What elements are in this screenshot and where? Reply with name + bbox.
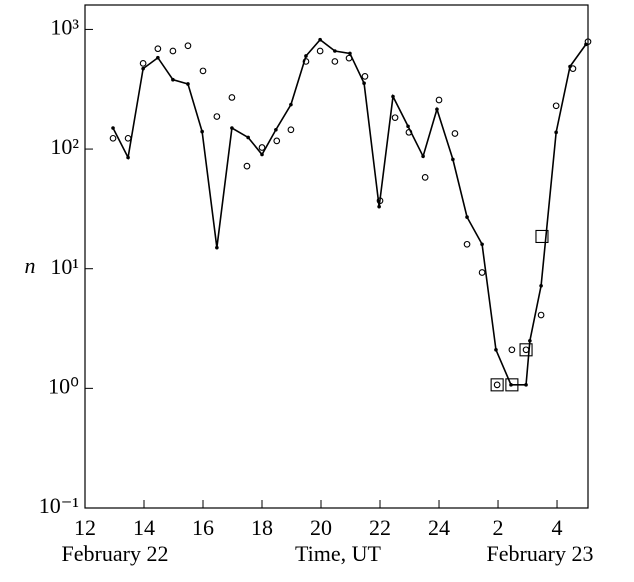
circle-marker: [243, 162, 251, 170]
line-dot: [377, 204, 381, 209]
circle-marker: [199, 67, 207, 75]
circle-marker: [302, 58, 310, 65]
line-dot: [126, 155, 130, 160]
y-tick-label: 10³: [50, 14, 79, 39]
circle-marker: [184, 42, 192, 50]
circle-marker: [522, 346, 530, 354]
circle-marker: [345, 54, 353, 62]
line-dot: [289, 102, 293, 107]
circle-marker: [331, 58, 339, 65]
line-dot: [215, 245, 219, 250]
circle-marker: [273, 137, 281, 145]
line-dot: [539, 283, 543, 288]
line-dot: [509, 383, 513, 387]
circle-marker: [124, 134, 132, 142]
line-dot: [554, 130, 558, 135]
line-dot: [141, 66, 145, 71]
circle-marker: [376, 197, 384, 205]
square-marker: [505, 378, 519, 392]
line-dot: [156, 55, 160, 60]
y-axis-label: n: [25, 253, 36, 278]
x-tick-label: 16: [192, 515, 214, 540]
circle-marker: [109, 134, 117, 142]
y-tick-label: 10⁻¹: [39, 493, 79, 518]
circle-marker: [169, 47, 177, 55]
circle-marker: [552, 102, 560, 110]
line-dot: [465, 215, 469, 219]
circle-marker: [213, 113, 221, 120]
line-dot: [406, 124, 410, 129]
circle-marker: [316, 47, 324, 55]
circle-marker: [463, 240, 471, 248]
circle-marker: [361, 73, 369, 80]
line-dot: [528, 338, 532, 343]
square-marker: [519, 343, 533, 357]
line-dot: [524, 383, 528, 387]
circle-marker: [139, 60, 147, 67]
x-tick-label: 22: [369, 515, 391, 540]
y-tick-label: 10¹: [50, 254, 79, 279]
circle-marker: [478, 269, 486, 276]
line-dot: [435, 107, 439, 112]
line-dot: [111, 126, 115, 130]
y-tick-label: 10⁰: [48, 373, 79, 398]
date-left: February 22: [62, 541, 169, 566]
x-tick-label: 14: [133, 515, 155, 540]
line-dot: [186, 82, 190, 86]
line-dot: [171, 77, 175, 82]
x-tick-label: 4: [552, 515, 563, 540]
line-dot: [584, 42, 588, 47]
circle-marker: [228, 94, 236, 101]
data-line: [112, 38, 587, 386]
line-dot: [333, 49, 337, 53]
x-tick-label: 20: [310, 515, 332, 540]
circle-marker: [569, 65, 577, 73]
circle-marker: [405, 128, 413, 136]
circle-marker: [258, 144, 266, 151]
y-tick-label: 10²: [50, 134, 79, 159]
line-dot: [362, 81, 366, 86]
circle-marker: [493, 381, 501, 389]
line-dot: [348, 51, 352, 56]
x-tick-label: 12: [74, 515, 96, 540]
plot-frame: [84, 4, 589, 509]
circle-marker: [584, 38, 592, 46]
line-dot: [494, 348, 498, 352]
date-right: February 23: [487, 541, 594, 566]
line-dot: [246, 135, 250, 140]
circle-marker: [537, 311, 545, 319]
circle-marker: [391, 114, 399, 122]
x-axis-label: Time, UT: [295, 541, 382, 566]
circle-marker: [154, 45, 162, 53]
line-dot: [451, 157, 455, 162]
line-dot: [274, 127, 278, 132]
line-dot: [260, 152, 264, 157]
line-dot: [391, 94, 395, 99]
line-dot: [304, 54, 308, 58]
x-tick-label: 2: [493, 515, 504, 540]
circle-marker: [451, 130, 459, 137]
line-dot: [421, 154, 425, 159]
circle-marker: [421, 174, 429, 181]
line-dot: [318, 37, 322, 42]
circle-marker: [435, 96, 443, 104]
line-dot: [230, 126, 234, 130]
circle-marker: [287, 126, 295, 134]
square-marker: [490, 378, 504, 392]
line-dot: [200, 129, 204, 134]
square-marker: [535, 229, 549, 244]
circle-marker: [508, 346, 516, 354]
x-tick-label: 18: [251, 515, 273, 540]
line-dot: [480, 242, 484, 247]
x-tick-label: 24: [428, 515, 450, 540]
